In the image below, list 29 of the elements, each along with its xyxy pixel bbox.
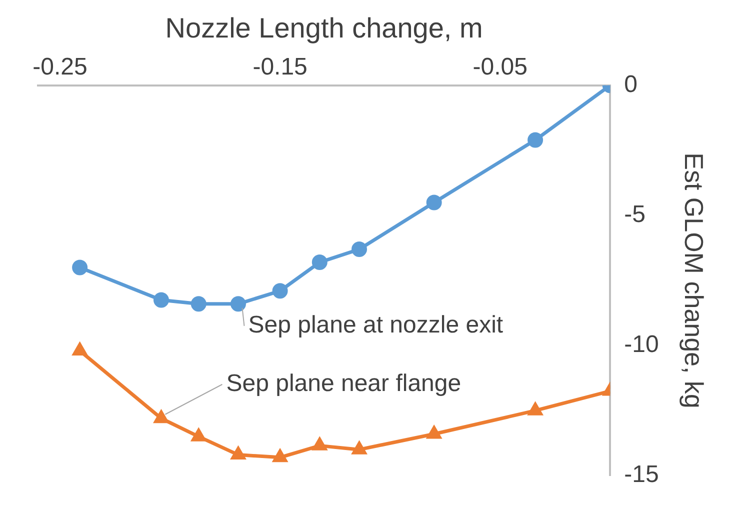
point	[192, 428, 206, 442]
point	[231, 447, 246, 460]
y-tick-label: -15	[624, 461, 659, 488]
y-tick-label: -10	[624, 331, 659, 358]
point	[230, 296, 246, 312]
x-tick-label: -0.25	[32, 54, 88, 81]
x-axis-title: Nozzle Length change, m	[165, 12, 483, 44]
point	[352, 442, 366, 454]
point	[528, 402, 542, 416]
point	[273, 450, 287, 462]
point	[312, 254, 328, 270]
point	[427, 426, 442, 439]
point	[190, 296, 206, 312]
point	[352, 242, 368, 258]
x-tick-label: -0.15	[252, 54, 308, 81]
x-tick-label: -0.05	[472, 54, 528, 81]
point	[72, 342, 87, 356]
point	[528, 132, 544, 148]
point	[153, 292, 169, 308]
y-axis-title: Est GLOM change, kg	[679, 152, 710, 408]
series-label: Sep plane at nozzle exit	[248, 312, 504, 339]
point	[312, 438, 327, 450]
point	[72, 260, 88, 276]
point	[154, 410, 168, 424]
series-label: Sep plane near flange	[226, 370, 462, 397]
point	[272, 283, 288, 299]
point	[426, 194, 442, 210]
y-tick-label: 0	[624, 71, 638, 98]
y-tick-label: -5	[624, 201, 646, 228]
